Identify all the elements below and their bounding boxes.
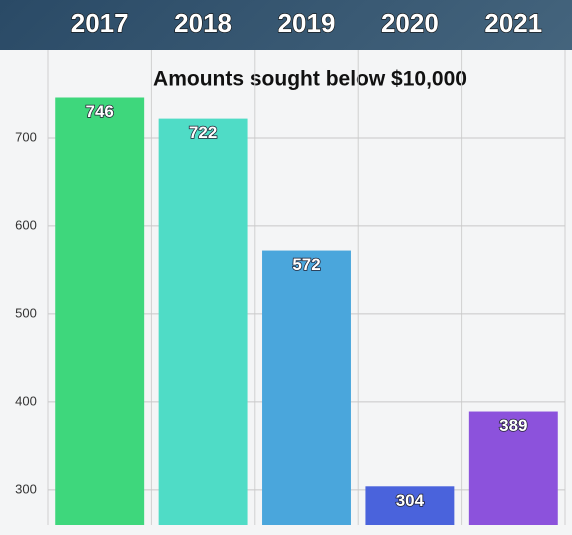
y-tick-label: 300 bbox=[15, 481, 37, 496]
bar bbox=[158, 118, 248, 525]
chart-title: Amounts sought below $10,000 bbox=[153, 68, 467, 91]
category-label: 2018 bbox=[174, 8, 232, 38]
bar bbox=[365, 486, 455, 525]
y-tick-label: 500 bbox=[15, 305, 37, 320]
bar bbox=[55, 97, 145, 525]
category-label: 2021 bbox=[484, 8, 542, 38]
bar bbox=[468, 411, 558, 525]
value-label: 746 bbox=[86, 102, 114, 121]
y-tick-label: 600 bbox=[15, 217, 37, 232]
y-tick-label: 700 bbox=[15, 129, 37, 144]
bar bbox=[262, 250, 351, 526]
value-label: 304 bbox=[396, 491, 425, 510]
category-label: 2017 bbox=[71, 8, 129, 38]
value-label: 572 bbox=[292, 255, 320, 274]
category-label: 2019 bbox=[278, 8, 336, 38]
value-label: 722 bbox=[189, 123, 217, 142]
category-label: 2020 bbox=[381, 8, 439, 38]
y-tick-label: 400 bbox=[15, 393, 37, 408]
value-label: 389 bbox=[499, 416, 527, 435]
